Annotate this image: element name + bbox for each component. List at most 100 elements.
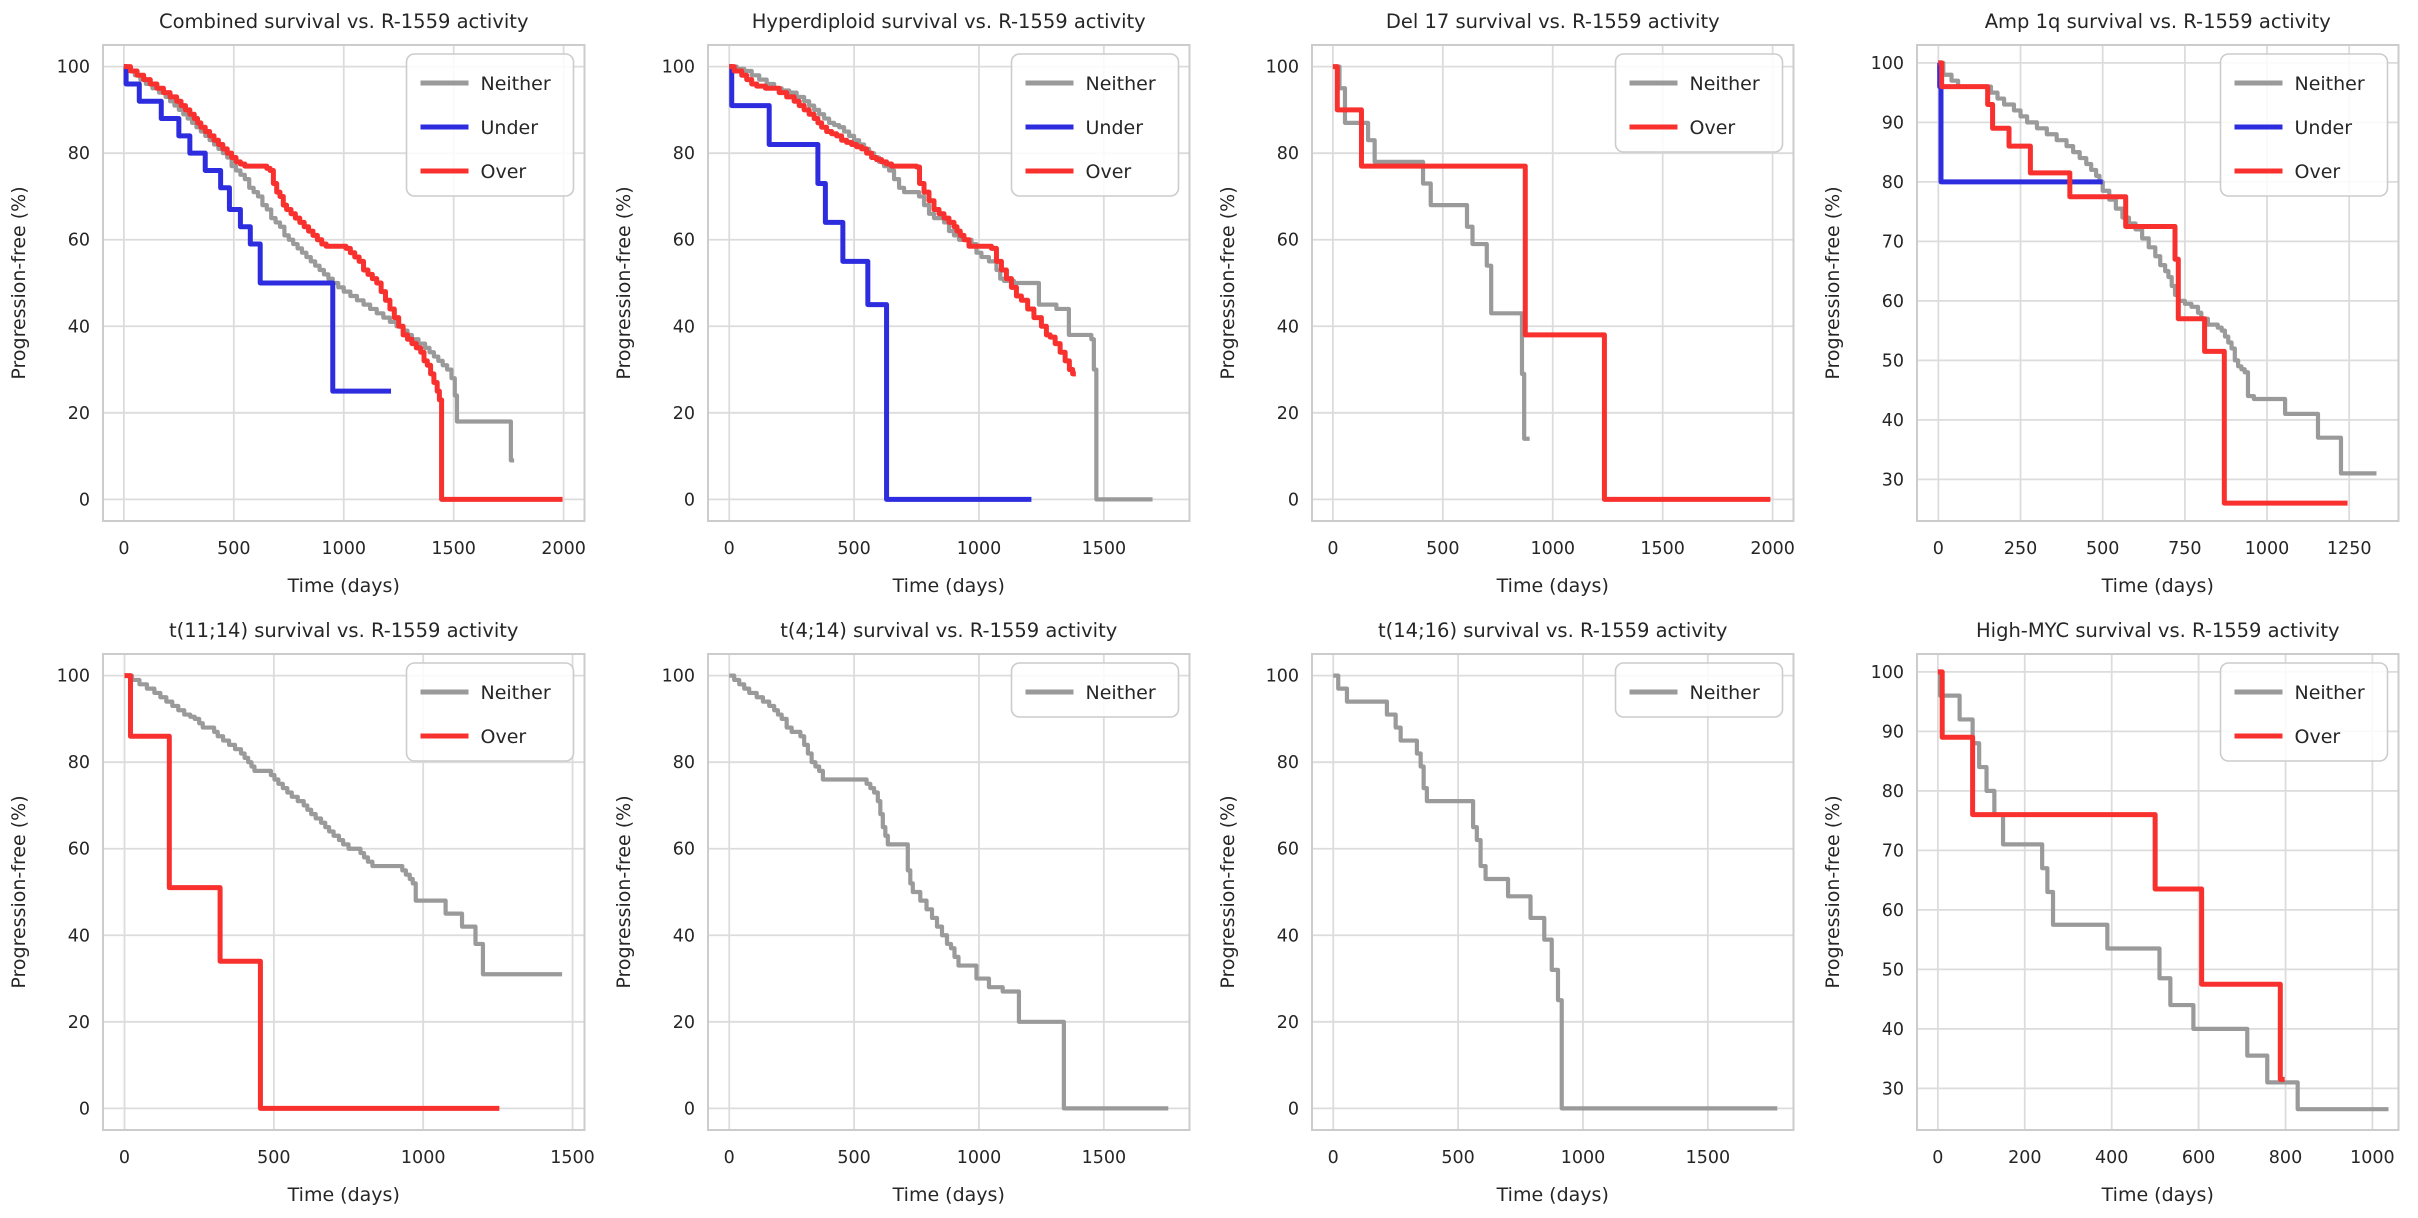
y-tick-label: 0 bbox=[79, 490, 90, 510]
x-axis-label: Time (days) bbox=[891, 1184, 1004, 1206]
x-tick-label: 200 bbox=[2008, 1148, 2041, 1168]
y-axis-label: Progression-free (%) bbox=[1217, 186, 1239, 379]
x-axis-label: Time (days) bbox=[287, 1184, 400, 1206]
x-tick-label: 500 bbox=[2085, 539, 2118, 559]
subplot-amp-1q: 0 250 500 750 1000 1250 30 40 50 60 70 80 90 100 Amp 1… bbox=[1813, 0, 2418, 609]
x-tick-label: 1000 bbox=[956, 539, 1001, 559]
y-tick-label: 100 bbox=[1870, 663, 1903, 683]
y-tick-label: 60 bbox=[1277, 231, 1299, 251]
y-tick-label: 90 bbox=[1881, 722, 1903, 742]
y-tick-label: 0 bbox=[1288, 1099, 1299, 1119]
x-tick-label: 0 bbox=[119, 1148, 130, 1168]
x-tick-label: 2000 bbox=[1750, 539, 1795, 559]
legend: Neither Over bbox=[405, 662, 575, 762]
x-tick-label: 500 bbox=[217, 539, 250, 559]
legend-label-under: Under bbox=[2294, 117, 2352, 139]
y-tick-label: 80 bbox=[1881, 173, 1903, 193]
plot-title: t(11;14) survival vs. R-1559 activity bbox=[169, 619, 518, 642]
x-tick-label: 1500 bbox=[1640, 539, 1685, 559]
series-line-under bbox=[123, 64, 392, 394]
axes-spines bbox=[102, 653, 586, 1131]
y-tick-label: 60 bbox=[1881, 901, 1903, 921]
subplot-t-4-14: 0 500 1000 1500 0 20 40 60 80 100 t(4;14) survival… bbox=[604, 609, 1209, 1218]
x-tick-label: 1000 bbox=[2244, 539, 2289, 559]
legend-label-neither: Neither bbox=[1690, 73, 1760, 95]
legend: Neither Under Over bbox=[405, 53, 575, 197]
y-tick-label: 20 bbox=[672, 1013, 694, 1033]
chart-canvas-high-myc: 0 200 400 600 800 1000 30 40 50 60 70 80 90 100 High-M… bbox=[1813, 609, 2418, 1218]
x-tick-label: 0 bbox=[1327, 539, 1338, 559]
legend-label-neither: Neither bbox=[2294, 682, 2364, 704]
x-tick-label: 800 bbox=[2268, 1148, 2301, 1168]
x-axis-label: Time (days) bbox=[287, 575, 400, 597]
y-tick-label: 80 bbox=[672, 753, 694, 773]
legend-label-over: Over bbox=[1085, 161, 1131, 183]
legend-box bbox=[1010, 662, 1179, 718]
y-axis-label: Progression-free (%) bbox=[8, 186, 30, 379]
y-tick-label: 40 bbox=[672, 317, 694, 337]
legend: Neither Under Over bbox=[1010, 53, 1179, 197]
subplot-t-11-14: 0 500 1000 1500 0 20 40 60 80 100 t(11;14) surviva… bbox=[0, 609, 605, 1218]
x-tick-label: 0 bbox=[1932, 539, 1943, 559]
y-tick-label: 90 bbox=[1881, 113, 1903, 133]
legend-label-neither: Neither bbox=[1085, 73, 1155, 95]
x-axis-label: Time (days) bbox=[2100, 575, 2213, 597]
y-tick-label: 0 bbox=[683, 490, 694, 510]
legend-label-over: Over bbox=[481, 726, 527, 748]
y-tick-label: 80 bbox=[1881, 782, 1903, 802]
y-tick-label: 40 bbox=[1881, 1020, 1903, 1040]
x-tick-label: 1250 bbox=[2326, 539, 2371, 559]
subplot-high-myc: 0 200 400 600 800 1000 30 40 50 60 70 80 90 100 High-M… bbox=[1813, 609, 2418, 1218]
subplot-combined: 0 500 1000 1500 2000 0 20 40 60 80 100 Combined sur… bbox=[0, 0, 605, 609]
x-tick-label: 0 bbox=[1328, 1148, 1339, 1168]
y-tick-label: 100 bbox=[661, 58, 694, 78]
x-tick-label: 1500 bbox=[1081, 539, 1126, 559]
y-tick-label: 80 bbox=[68, 144, 90, 164]
x-tick-label: 500 bbox=[837, 539, 870, 559]
series-line-neither bbox=[124, 673, 563, 977]
axes-spines bbox=[706, 653, 1190, 1131]
chart-canvas-del-17: 0 500 1000 1500 2000 0 20 40 60 80 100 Del 17 survi… bbox=[1209, 0, 1814, 609]
x-tick-label: 0 bbox=[723, 539, 734, 559]
legend-box bbox=[1614, 662, 1784, 718]
subplot-t-14-16: 0 500 1000 1500 0 20 40 60 80 100 t(14;16) surviva… bbox=[1209, 609, 1814, 1218]
y-tick-label: 70 bbox=[1881, 232, 1903, 252]
plot-title: t(4;14) survival vs. R-1559 activity bbox=[780, 619, 1117, 642]
y-tick-label: 60 bbox=[672, 840, 694, 860]
y-tick-label: 100 bbox=[1266, 667, 1299, 687]
legend: Neither bbox=[1010, 662, 1179, 718]
y-tick-label: 20 bbox=[68, 1013, 90, 1033]
y-tick-label: 60 bbox=[68, 840, 90, 860]
y-tick-label: 0 bbox=[79, 1099, 90, 1119]
chart-canvas-t-4-14: 0 500 1000 1500 0 20 40 60 80 100 t(4;14) survival… bbox=[604, 609, 1209, 1218]
y-tick-label: 30 bbox=[1881, 470, 1903, 490]
y-tick-label: 100 bbox=[1870, 54, 1903, 74]
chart-canvas-t-14-16: 0 500 1000 1500 0 20 40 60 80 100 t(14;16) surviva… bbox=[1209, 609, 1814, 1218]
series-line-over bbox=[124, 673, 500, 1111]
x-tick-label: 250 bbox=[2003, 539, 2036, 559]
legend-label-neither: Neither bbox=[1690, 682, 1760, 704]
y-tick-label: 100 bbox=[1266, 58, 1299, 78]
y-tick-label: 40 bbox=[1277, 317, 1299, 337]
legend-label-over: Over bbox=[2294, 161, 2340, 183]
legend-label-under: Under bbox=[1085, 117, 1143, 139]
y-tick-label: 60 bbox=[1881, 292, 1903, 312]
series-line-over bbox=[123, 64, 563, 502]
y-tick-label: 40 bbox=[1881, 411, 1903, 431]
x-tick-label: 1500 bbox=[1686, 1148, 1731, 1168]
legend-label-over: Over bbox=[1690, 117, 1736, 139]
x-tick-label: 2000 bbox=[541, 539, 586, 559]
axes-spines bbox=[1311, 653, 1795, 1131]
subplot-hyperdiploid: 0 500 1000 1500 0 20 40 60 80 100 Hyperdiploid sur… bbox=[604, 0, 1209, 609]
x-tick-label: 1500 bbox=[431, 539, 476, 559]
y-tick-label: 20 bbox=[1277, 1013, 1299, 1033]
legend-label-under: Under bbox=[481, 117, 539, 139]
y-tick-label: 50 bbox=[1881, 351, 1903, 371]
y-tick-label: 100 bbox=[57, 58, 90, 78]
y-axis-label: Progression-free (%) bbox=[1822, 795, 1844, 988]
legend: Neither bbox=[1614, 662, 1784, 718]
series-line-over bbox=[1937, 60, 2348, 506]
legend-box bbox=[405, 53, 575, 197]
plot-title: High-MYC survival vs. R-1559 activity bbox=[1975, 619, 2339, 642]
